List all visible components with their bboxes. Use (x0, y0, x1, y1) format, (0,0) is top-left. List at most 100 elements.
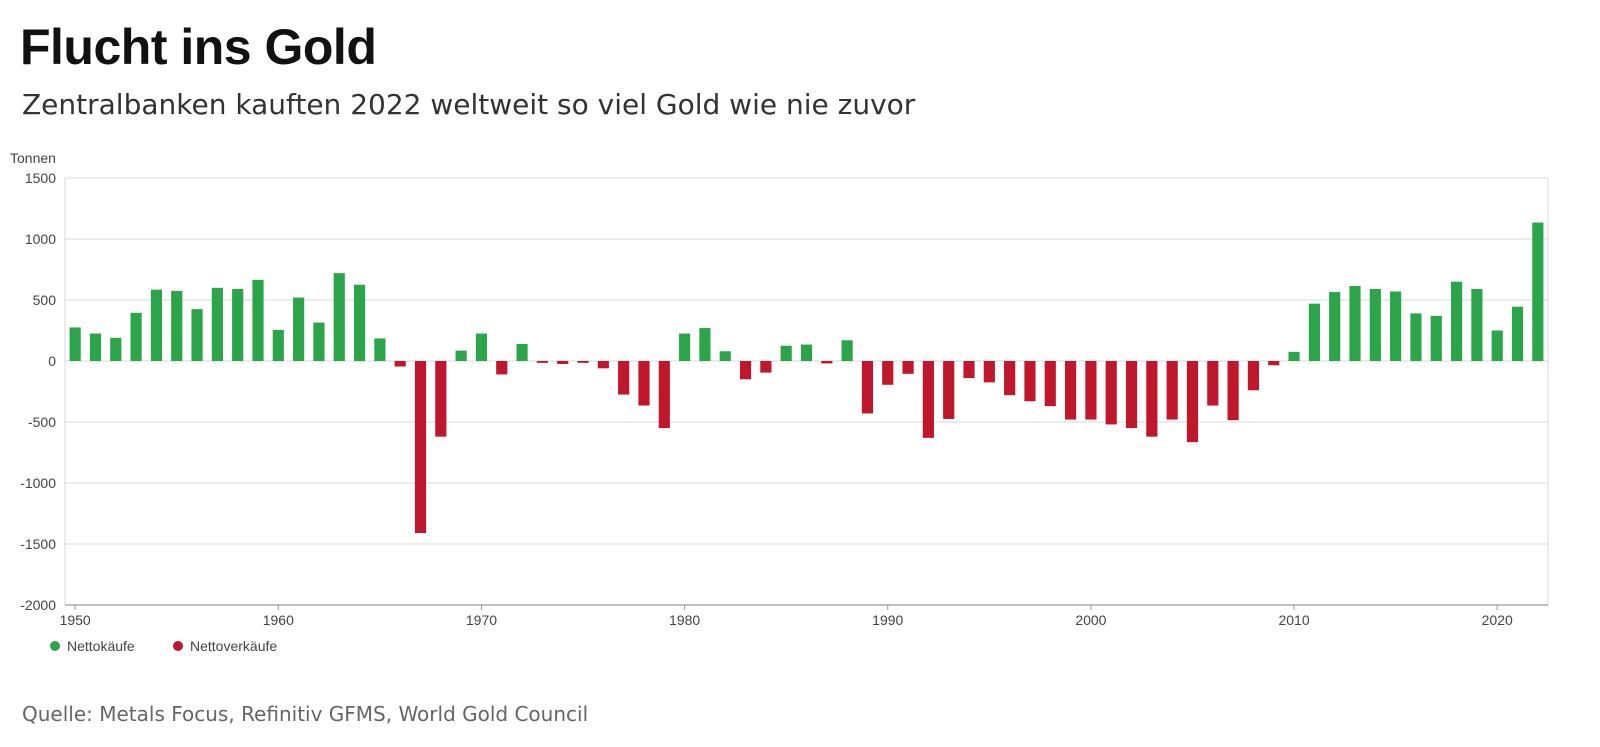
bar-1981 (699, 328, 711, 361)
bar-1983 (739, 361, 752, 380)
bar-1972 (516, 343, 528, 361)
x-tick-label: 2000 (1075, 612, 1106, 628)
legend-marker-negative (173, 641, 183, 651)
axes: 1500 1000 500 0 -500 -1000 -1500 -2000 Tonnen 195… (10, 150, 1549, 628)
bar-1984 (760, 361, 772, 373)
bar-1986 (800, 344, 813, 361)
bar-2018 (1451, 281, 1463, 361)
bar-1991 (902, 361, 914, 374)
bar-1969 (455, 350, 467, 361)
bar-1951 (89, 333, 102, 361)
bar-2004 (1166, 361, 1178, 420)
bar-2012 (1329, 292, 1341, 361)
chart-title: Flucht ins Gold (20, 19, 377, 75)
bar-1962 (313, 322, 325, 361)
bar-2008 (1247, 361, 1260, 391)
bar-1955 (171, 290, 183, 361)
y-tick-label: -1000 (20, 475, 56, 491)
bar-1997 (1024, 361, 1036, 402)
bar-1995 (983, 361, 995, 383)
bar-1980 (679, 333, 691, 361)
y-tick-label: -2000 (20, 597, 56, 613)
bar-2002 (1125, 361, 1138, 429)
bar-1990 (882, 361, 894, 385)
bar-1976 (597, 361, 609, 369)
legend-label-negative: Nettoverkäufe (190, 638, 277, 654)
y-tick-label: 500 (33, 292, 57, 308)
bar-1965 (374, 338, 386, 361)
bar-1952 (110, 337, 122, 361)
y-tick-label: -500 (28, 414, 56, 430)
bar-1987 (821, 361, 833, 364)
bar-1985 (780, 345, 792, 361)
bar-1957 (211, 287, 223, 361)
bar-1961 (293, 297, 305, 361)
bar-1954 (150, 289, 162, 361)
x-tick-label: 1970 (466, 612, 497, 628)
bar-2010 (1288, 351, 1300, 361)
bar-1993 (943, 361, 955, 419)
bar-1996 (1004, 361, 1016, 396)
bar-1982 (719, 351, 731, 361)
bar-1958 (232, 289, 244, 361)
source-note: Quelle: Metals Focus, Refinitiv GFMS, Wo… (22, 702, 589, 726)
x-tick-label: 1960 (263, 612, 294, 628)
bar-1998 (1044, 361, 1056, 407)
bar-2006 (1207, 361, 1219, 406)
legend: Nettokäufe Nettoverkäufe (50, 638, 277, 654)
bar-1950 (69, 327, 81, 361)
legend-label-positive: Nettokäufe (67, 638, 135, 654)
x-tick-label: 1990 (872, 612, 903, 628)
bar-2020 (1491, 330, 1503, 361)
bar-1975 (577, 361, 589, 363)
bar-1960 (272, 329, 284, 361)
bar-2009 (1268, 361, 1280, 366)
bar-1999 (1065, 361, 1077, 420)
bar-1970 (475, 333, 488, 361)
bar-2015 (1390, 291, 1402, 361)
bar-1994 (963, 361, 975, 379)
bar-1974 (557, 361, 569, 365)
bar-1959 (252, 279, 264, 361)
x-tick-label: 2010 (1278, 612, 1309, 628)
bar-2017 (1430, 315, 1442, 361)
bar-2019 (1471, 289, 1483, 361)
bar-1964 (353, 284, 366, 361)
bar-1967 (414, 361, 427, 534)
bar-2007 (1227, 361, 1239, 421)
bar-2000 (1085, 361, 1097, 420)
y-tick-label: 1500 (25, 170, 56, 186)
bar-1978 (638, 361, 650, 406)
bar-1977 (618, 361, 630, 395)
y-tick-label: 0 (48, 353, 56, 369)
bar-1968 (435, 361, 447, 437)
bar-2003 (1146, 361, 1158, 437)
y-tick-label: -1500 (20, 536, 56, 552)
bar-1989 (861, 361, 874, 414)
bar-2011 (1308, 303, 1320, 361)
y-tick-label: 1000 (25, 231, 56, 247)
bar-1963 (333, 273, 345, 361)
bar-2022 (1532, 222, 1544, 361)
bar-2001 (1105, 361, 1117, 425)
legend-marker-positive (50, 641, 60, 651)
bars (69, 222, 1544, 534)
bar-1956 (191, 309, 203, 361)
bar-2016 (1410, 313, 1422, 361)
bar-1979 (658, 361, 670, 429)
bar-1966 (394, 361, 406, 367)
bar-1988 (841, 340, 853, 361)
y-axis-label: Tonnen (10, 150, 56, 166)
bar-1953 (130, 312, 142, 361)
bar-2021 (1511, 306, 1524, 361)
bar-1992 (922, 361, 934, 438)
bar-1973 (536, 361, 548, 363)
bar-2014 (1369, 289, 1381, 361)
chart-subtitle: Zentralbanken kauften 2022 weltweit so v… (22, 88, 916, 121)
x-tick-label: 2020 (1482, 612, 1513, 628)
bar-2005 (1186, 361, 1199, 443)
bar-2013 (1349, 285, 1361, 361)
x-tick-label: 1980 (669, 612, 700, 628)
x-tick-label: 1950 (60, 612, 91, 628)
